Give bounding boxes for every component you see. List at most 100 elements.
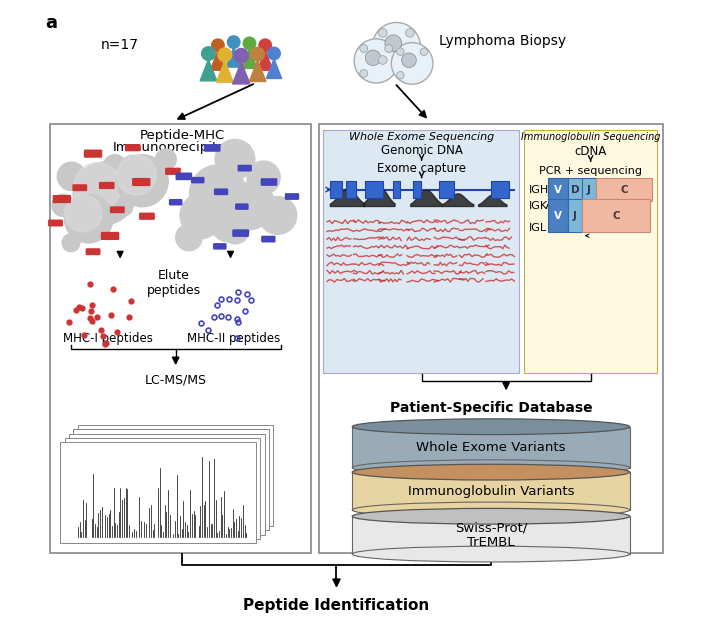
FancyBboxPatch shape [169,199,182,206]
Text: V: V [554,185,562,195]
FancyBboxPatch shape [568,199,582,233]
Text: V: V [554,211,562,220]
Text: C: C [612,211,619,220]
FancyBboxPatch shape [392,181,400,199]
FancyBboxPatch shape [491,181,508,199]
Circle shape [360,45,368,52]
FancyBboxPatch shape [214,189,228,195]
Circle shape [57,162,86,190]
Circle shape [259,197,297,235]
Circle shape [103,155,127,178]
Circle shape [221,215,250,244]
Text: Elute
peptides: Elute peptides [146,269,201,297]
FancyBboxPatch shape [582,199,650,233]
Circle shape [218,48,232,62]
Text: C: C [620,185,628,195]
Circle shape [385,45,392,52]
Circle shape [62,234,80,252]
FancyBboxPatch shape [235,203,249,210]
Circle shape [226,182,273,229]
Circle shape [180,194,224,238]
FancyBboxPatch shape [60,442,256,543]
FancyBboxPatch shape [165,167,181,175]
Circle shape [201,47,215,61]
Text: IGH: IGH [529,185,549,195]
FancyBboxPatch shape [261,236,276,242]
Circle shape [366,50,381,66]
Polygon shape [250,60,266,82]
Text: Whole Exome Variants: Whole Exome Variants [416,441,566,454]
Text: Genomic DNA: Genomic DNA [380,144,462,157]
Text: n=17: n=17 [101,38,139,52]
FancyBboxPatch shape [78,425,274,526]
Text: Peptide Identification: Peptide Identification [243,598,430,613]
Circle shape [117,155,156,195]
FancyBboxPatch shape [233,229,249,237]
Circle shape [228,36,240,49]
FancyBboxPatch shape [48,220,63,226]
Circle shape [74,163,122,210]
Circle shape [420,48,428,56]
FancyBboxPatch shape [101,232,119,240]
Circle shape [211,206,246,242]
FancyBboxPatch shape [352,516,630,554]
FancyBboxPatch shape [323,130,519,373]
FancyBboxPatch shape [49,124,311,553]
Text: Lymphoma Biopsy: Lymphoma Biopsy [438,34,566,48]
Circle shape [184,204,218,239]
FancyBboxPatch shape [64,438,260,539]
Polygon shape [216,61,233,82]
FancyBboxPatch shape [596,178,653,201]
FancyBboxPatch shape [319,124,662,553]
Circle shape [120,155,145,180]
FancyBboxPatch shape [204,144,221,152]
Circle shape [200,174,230,204]
FancyBboxPatch shape [132,178,151,186]
Circle shape [65,195,102,232]
FancyBboxPatch shape [84,150,103,158]
Polygon shape [200,59,217,81]
Ellipse shape [352,460,630,475]
Ellipse shape [352,509,630,524]
Circle shape [373,22,421,70]
Circle shape [215,139,255,179]
Circle shape [360,70,368,77]
Ellipse shape [352,546,630,562]
Text: Whole Exome Sequencing: Whole Exome Sequencing [349,132,494,142]
FancyBboxPatch shape [548,199,568,233]
FancyBboxPatch shape [139,213,155,220]
Circle shape [116,155,168,207]
FancyBboxPatch shape [191,177,204,183]
FancyBboxPatch shape [213,243,226,250]
Circle shape [189,165,246,222]
Ellipse shape [352,502,630,518]
FancyBboxPatch shape [238,165,252,171]
Circle shape [378,29,387,37]
Text: MHC-II peptides: MHC-II peptides [187,332,280,345]
Circle shape [385,35,402,52]
Circle shape [247,161,280,194]
Circle shape [175,224,202,250]
Circle shape [268,47,280,59]
FancyBboxPatch shape [69,434,264,535]
Circle shape [52,194,74,217]
Text: IGK: IGK [529,201,548,211]
Circle shape [392,43,433,84]
Circle shape [73,162,136,224]
Text: LC-MS/MS: LC-MS/MS [145,373,206,386]
Polygon shape [267,59,281,79]
Text: Immunoprecipitation: Immunoprecipitation [112,141,252,154]
Text: IGL: IGL [529,223,547,233]
Text: MHC-I peptides: MHC-I peptides [63,332,153,345]
FancyBboxPatch shape [548,178,568,201]
Circle shape [406,29,414,37]
Polygon shape [233,62,250,84]
Text: J: J [587,185,590,195]
Circle shape [229,182,274,227]
FancyBboxPatch shape [582,178,596,201]
Ellipse shape [352,465,630,480]
Circle shape [397,72,404,79]
FancyBboxPatch shape [568,178,582,201]
Circle shape [397,48,404,56]
FancyBboxPatch shape [175,173,192,180]
